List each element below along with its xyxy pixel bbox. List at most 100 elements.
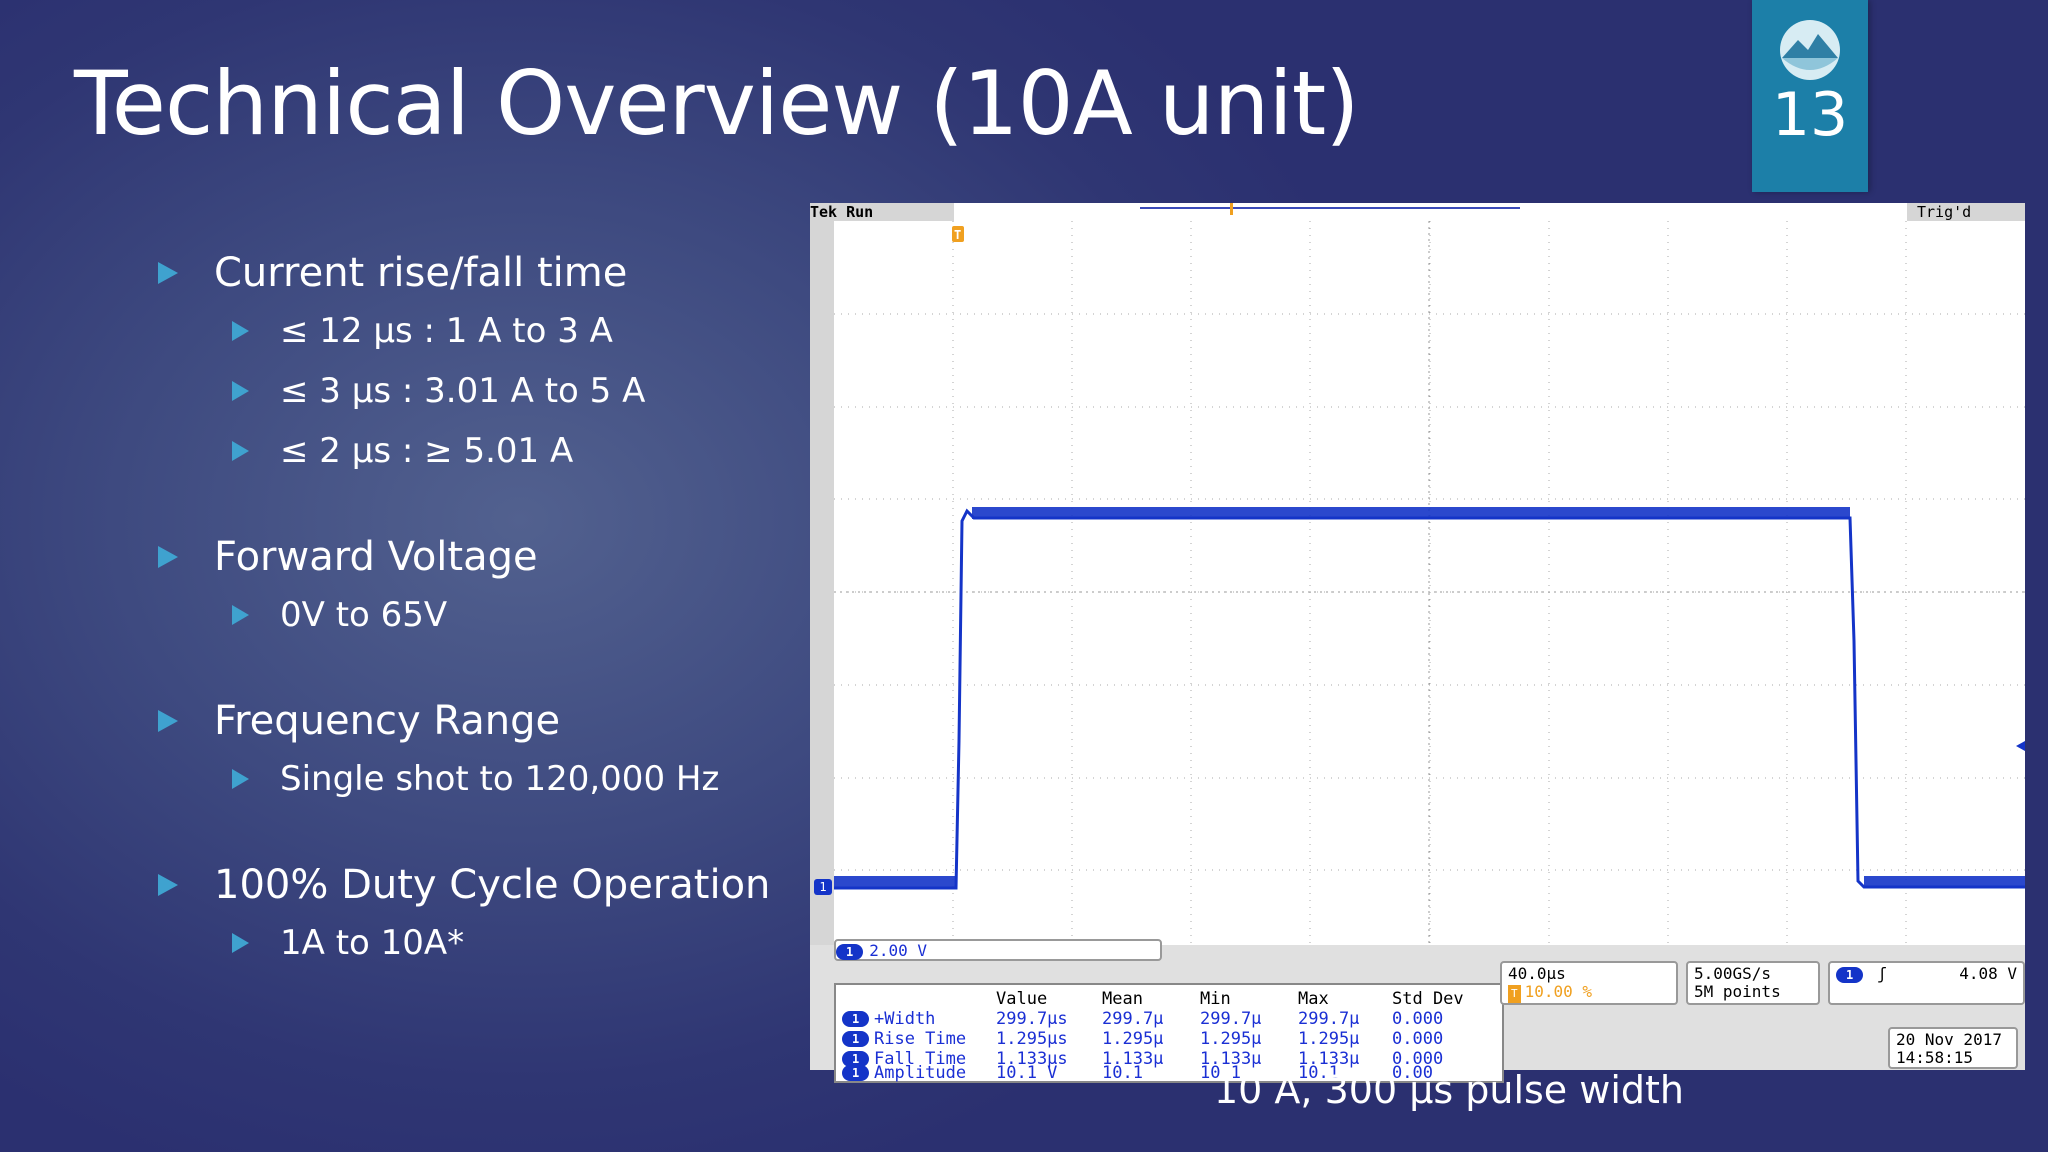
measurement-value: 1.295µs	[996, 1029, 1068, 1049]
bullet-arrow-icon	[232, 933, 249, 953]
timebase-value: 40.0µs	[1508, 964, 1566, 983]
acquisition-readout: 5.00GS/s 5M points	[1686, 961, 1820, 1005]
measurement-std: 0.00	[1392, 1063, 1433, 1083]
figure-caption: 10 A, 300 µs pulse width	[1214, 1068, 1685, 1112]
bullet-frequency-range: Frequency Range	[156, 693, 796, 749]
datetime-readout: 20 Nov 2017 14:58:15	[1888, 1027, 2018, 1069]
sub-bullet: ≤ 2 µs : ≥ 5.01 A	[156, 421, 796, 481]
time-value: 14:58:15	[1896, 1048, 1974, 1067]
measurement-max: 1.133µ	[1298, 1049, 1360, 1069]
trigger-level-marker	[2016, 741, 2025, 751]
measurement-std: 0.000	[1392, 1049, 1444, 1069]
bullet-arrow-icon	[158, 874, 178, 896]
bullet-arrow-icon	[232, 605, 249, 625]
col-header: Min	[1200, 989, 1231, 1009]
col-header: Value	[996, 989, 1048, 1009]
oscilloscope-screenshot: Tek Run Trig'd T 1 1 2.00 V Value Mean Mi…	[810, 203, 2025, 1083]
measurement-value: 10.1 V	[996, 1063, 1058, 1083]
measurement-mean: 299.7µ	[1102, 1009, 1164, 1029]
measurement-name: Rise Time	[874, 1029, 967, 1049]
measurement-name: +Width	[874, 1009, 936, 1029]
date-value: 20 Nov 2017	[1896, 1030, 2002, 1049]
ch1-badge: 1	[1836, 967, 1864, 983]
ch1-badge: 1	[842, 1031, 870, 1047]
record-length-value: 5M points	[1694, 982, 1781, 1001]
sub-bullet: 0V to 65V	[156, 585, 796, 645]
scope-run-status: Tek Run	[810, 203, 954, 221]
measurements-table: Value Mean Min Max Std Dev 1 +Width 299.…	[834, 983, 1504, 1083]
bullet-arrow-icon	[232, 441, 249, 461]
measurement-mean: 1.295µ	[1102, 1029, 1164, 1049]
trigger-position-value: T 10.00 %	[1508, 983, 1670, 1003]
measurement-min: 299.7µ	[1200, 1009, 1262, 1029]
ch1-scale-value: 2.00 V	[869, 941, 928, 960]
measurement-mean: 10.1	[1102, 1063, 1143, 1083]
scope-status-bar: Tek Run Trig'd	[810, 203, 2025, 221]
measurement-name: Fall Time	[874, 1049, 967, 1069]
bullet-text: Current rise/fall time	[214, 250, 628, 296]
measurement-value: 299.7µs	[996, 1009, 1068, 1029]
bullet-arrow-icon	[158, 710, 178, 732]
ch1-scale-readout: 1 2.00 V	[834, 939, 1162, 961]
scope-brand: Tek	[810, 203, 838, 221]
sub-bullet-text: ≤ 3 µs : 3.01 A to 5 A	[280, 371, 646, 411]
slide-number: 13	[1771, 80, 1849, 150]
bullet-text: Frequency Range	[214, 698, 561, 744]
ch1-badge: 1	[842, 1051, 870, 1067]
bullet-arrow-icon	[158, 262, 178, 284]
bullet-list: Current rise/fall time ≤ 12 µs : 1 A to …	[156, 245, 796, 973]
col-header: Mean	[1102, 989, 1143, 1009]
ch1-badge: 1	[842, 1011, 870, 1027]
sub-bullet: ≤ 12 µs : 1 A to 3 A	[156, 301, 796, 361]
sub-bullet: ≤ 3 µs : 3.01 A to 5 A	[156, 361, 796, 421]
sub-bullet-text: ≤ 2 µs : ≥ 5.01 A	[280, 431, 574, 471]
sub-bullet-text: 1A to 10A*	[280, 923, 465, 963]
measurement-value: 1.133µs	[996, 1049, 1068, 1069]
ch1-badge: 1	[842, 1065, 870, 1081]
bullet-arrow-icon	[232, 381, 249, 401]
trigger-position-marker: T	[952, 226, 964, 242]
sub-bullet-text: Single shot to 120,000 Hz	[280, 759, 720, 799]
sub-bullet-text: ≤ 12 µs : 1 A to 3 A	[280, 311, 613, 351]
sub-bullet: 1A to 10A*	[156, 913, 796, 973]
ch1-badge: 1	[836, 944, 864, 960]
measurement-max: 10.1	[1298, 1063, 1339, 1083]
scope-side-bar	[810, 221, 834, 963]
measurement-std: 0.000	[1392, 1009, 1444, 1029]
slide-title: Technical Overview (10A unit)	[74, 52, 1360, 155]
bullet-forward-voltage: Forward Voltage	[156, 529, 796, 585]
trigger-readout: 1 ʃ 4.08 V	[1828, 961, 2025, 1005]
sample-rate-value: 5.00GS/s	[1694, 964, 1772, 983]
ch1-waveform	[834, 508, 2025, 890]
scope-graticule: T	[834, 221, 2025, 963]
slide-number-badge: 13	[1752, 0, 1868, 192]
company-logo	[1780, 20, 1840, 80]
bullet-rise-fall: Current rise/fall time	[156, 245, 796, 301]
bullet-arrow-icon	[232, 321, 249, 341]
measurement-std: 0.000	[1392, 1029, 1444, 1049]
rising-edge-icon: ʃ	[1877, 964, 1887, 983]
scope-status: Run	[846, 203, 874, 221]
timebase-readout: 40.0µs T 10.00 %	[1500, 961, 1678, 1005]
sub-bullet: Single shot to 120,000 Hz	[156, 749, 796, 809]
bullet-duty-cycle: 100% Duty Cycle Operation	[156, 857, 796, 913]
svg-text:T: T	[954, 228, 961, 242]
bullet-text: 100% Duty Cycle Operation	[214, 862, 771, 908]
bullet-arrow-icon	[158, 546, 178, 568]
measurement-name: Amplitude	[874, 1063, 967, 1083]
measurement-min: 1.133µ	[1200, 1049, 1262, 1069]
bullet-arrow-icon	[232, 769, 249, 789]
trigger-level-value: 4.08 V	[1959, 964, 2017, 983]
measurement-mean: 1.133µ	[1102, 1049, 1164, 1069]
record-position-indicator	[1140, 203, 1520, 215]
bullet-text: Forward Voltage	[214, 534, 538, 580]
measurement-max: 1.295µ	[1298, 1029, 1360, 1049]
ch1-ground-marker: 1	[814, 879, 832, 895]
sub-bullet-text: 0V to 65V	[280, 595, 448, 635]
col-header: Max	[1298, 989, 1329, 1009]
col-header: Std Dev	[1392, 989, 1464, 1009]
measurement-min: 10.1	[1200, 1063, 1241, 1083]
scope-trigger-status: Trig'd	[1907, 203, 2025, 221]
measurement-max: 299.7µ	[1298, 1009, 1360, 1029]
measurement-min: 1.295µ	[1200, 1029, 1262, 1049]
